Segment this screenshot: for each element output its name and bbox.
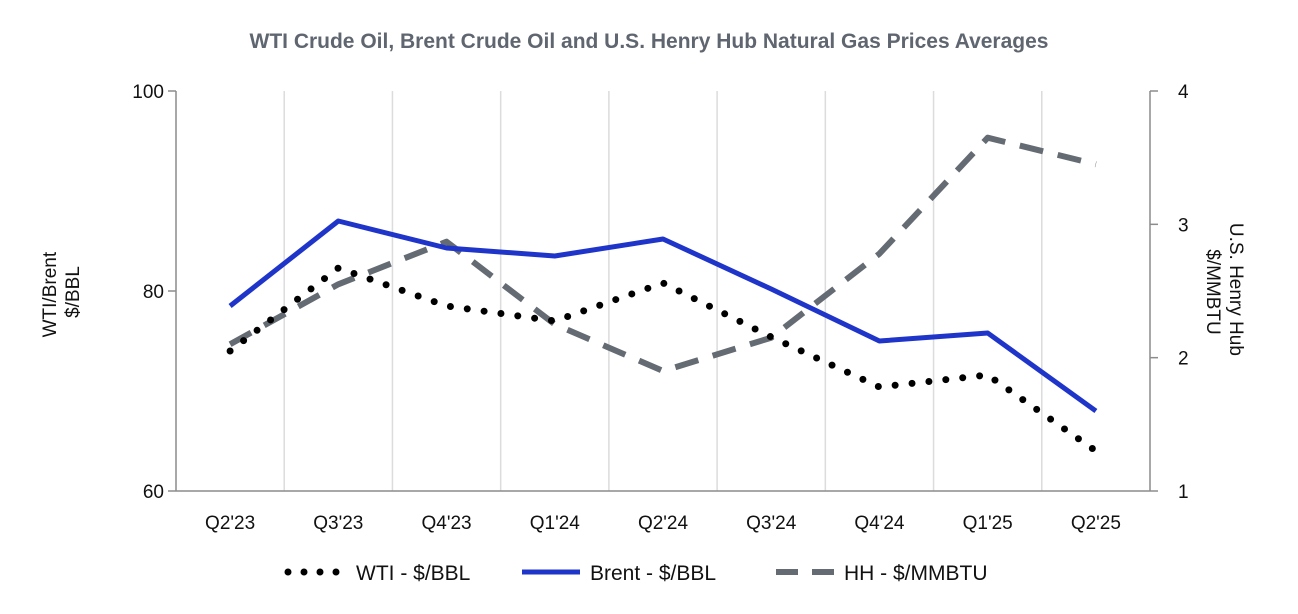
legend-label-brent: Brent - $/BBL (590, 562, 716, 585)
x-tick-label: Q4'24 (854, 513, 905, 534)
x-tick-label: Q1'25 (963, 513, 1013, 534)
x-tick-label: Q2'23 (205, 513, 255, 534)
left-tick-label: 100 (132, 82, 164, 103)
series-line-brent (228, 218, 1098, 414)
legend: WTI - $/BBL Brent - $/BBL HH - $/MMBTU (284, 562, 988, 585)
right-tick-label: 3 (1178, 215, 1189, 236)
left-tick-label: 80 (143, 282, 164, 303)
x-tick-label: Q2'25 (1071, 513, 1121, 534)
left-axis-title: WTI/Brent $/BBL (40, 247, 84, 338)
gridlines (283, 91, 1043, 491)
x-tick-label: Q4'23 (422, 513, 472, 534)
series-line-hh (228, 134, 1097, 374)
axes (175, 91, 1151, 492)
right-tick-label: 2 (1178, 349, 1189, 370)
chart-title: WTI Crude Oil, Brent Crude Oil and U.S. … (250, 30, 1049, 53)
x-tick-label: Q2'24 (638, 513, 689, 534)
left-tick-label: 60 (143, 482, 164, 503)
right-axis-title: U.S. Henry Hub $/MMBTU (1202, 223, 1246, 361)
left-axis-ticks: 60 80 100 (132, 82, 176, 503)
right-tick-label: 1 (1178, 482, 1189, 503)
x-tick-label: Q3'23 (313, 513, 363, 534)
right-axis-ticks: 1 2 3 4 (1150, 82, 1189, 503)
legend-label-hh: HH - $/MMBTU (844, 562, 988, 585)
right-tick-label: 4 (1178, 82, 1189, 103)
series-lines (226, 134, 1100, 455)
series-line-wti (226, 264, 1100, 455)
legend-label-wti: WTI - $/BBL (356, 562, 470, 585)
x-axis-ticks: Q2'23 Q3'23 Q4'23 Q1'24 Q2'24 Q3'24 Q4'24 Q1'25… (205, 513, 1121, 534)
x-tick-label: Q3'24 (746, 513, 797, 534)
x-tick-label: Q1'24 (530, 513, 581, 534)
